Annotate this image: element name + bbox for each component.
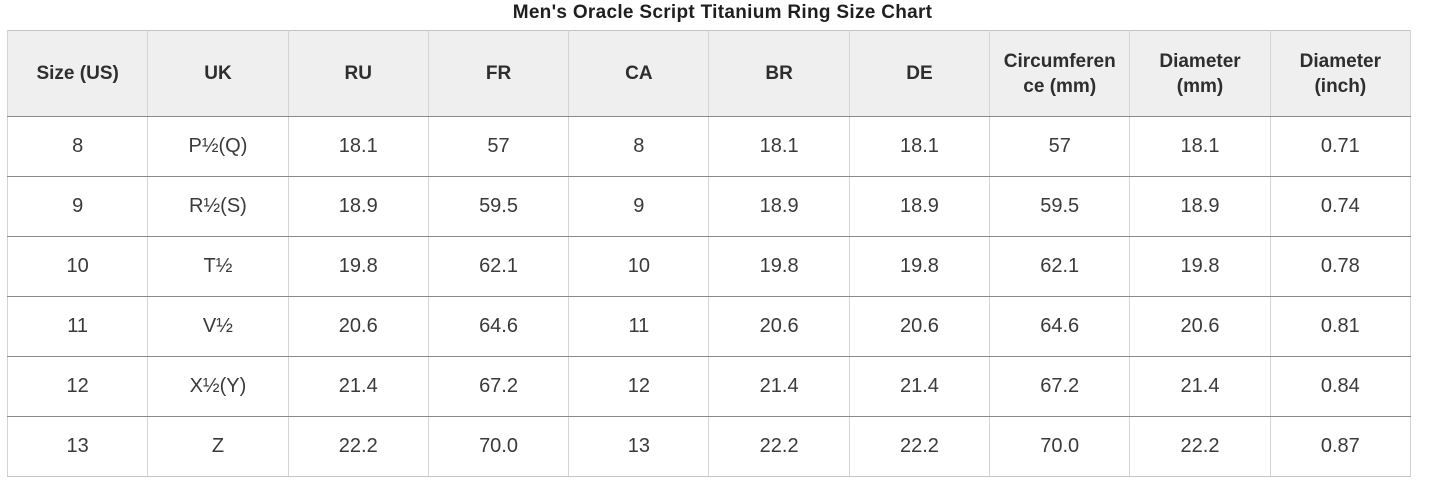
table-cell: 0.71 <box>1269 116 1412 177</box>
header-row: Size (US) UK RU FR CA BR DE Circumference (mm) D… <box>6 30 1412 117</box>
table-cell: 22.2 <box>287 416 429 477</box>
header-cell: DE <box>848 30 991 117</box>
table-cell: 9 <box>568 176 710 237</box>
table-cell: 9 <box>6 176 149 237</box>
header-cell: UK <box>147 30 289 117</box>
table-cell: 21.4 <box>287 356 429 417</box>
table-cell: P½(Q) <box>147 116 289 177</box>
table-cell: 18.1 <box>848 116 991 177</box>
table-cell: 10 <box>568 236 710 297</box>
table-cell: 18.9 <box>287 176 429 237</box>
table-cell: T½ <box>147 236 289 297</box>
table-cell: 67.2 <box>989 356 1131 417</box>
table-cell: 18.9 <box>1129 176 1271 237</box>
table-cell: 19.8 <box>708 236 850 297</box>
header-cell: FR <box>427 30 570 117</box>
table-cell: 64.6 <box>427 296 570 357</box>
table-cell: 22.2 <box>1129 416 1271 477</box>
table-cell: 11 <box>6 296 149 357</box>
table-cell: 11 <box>568 296 710 357</box>
table-cell: X½(Y) <box>147 356 289 417</box>
table-cell: 0.74 <box>1269 176 1412 237</box>
table-cell: 19.8 <box>848 236 991 297</box>
table-cell: Z <box>147 416 289 477</box>
table-cell: 0.87 <box>1269 416 1412 477</box>
table-cell: 21.4 <box>1129 356 1271 417</box>
table-cell: 22.2 <box>848 416 991 477</box>
table-cell: 18.1 <box>287 116 429 177</box>
table-row: 8 P½(Q) 18.1 57 8 18.1 18.1 57 18.1 0.71 <box>6 116 1412 177</box>
table-cell: 59.5 <box>989 176 1131 237</box>
header-cell: Diameter (inch) <box>1269 30 1412 117</box>
table-row: 11 V½ 20.6 64.6 11 20.6 20.6 64.6 20.6 0.81 <box>6 296 1412 357</box>
table-cell: 70.0 <box>427 416 570 477</box>
table-cell: 13 <box>6 416 149 477</box>
table-cell: 59.5 <box>427 176 570 237</box>
table-cell: V½ <box>147 296 289 357</box>
table-cell: 64.6 <box>989 296 1131 357</box>
table-row: 13 Z 22.2 70.0 13 22.2 22.2 70.0 22.2 0.87 <box>6 416 1412 477</box>
header-cell: Size (US) <box>6 30 149 117</box>
header-cell: CA <box>568 30 710 117</box>
table-cell: 21.4 <box>708 356 850 417</box>
table-cell: 18.9 <box>848 176 991 237</box>
size-chart-header: Size (US) UK RU FR CA BR DE Circumference (mm) D… <box>6 30 1412 117</box>
header-cell: Diameter (mm) <box>1129 30 1271 117</box>
table-cell: 70.0 <box>989 416 1131 477</box>
table-row: 9 R½(S) 18.9 59.5 9 18.9 18.9 59.5 18.9 0.74 <box>6 176 1412 237</box>
table-cell: 21.4 <box>848 356 991 417</box>
table-cell: 18.9 <box>708 176 850 237</box>
table-cell: 8 <box>568 116 710 177</box>
header-cell: RU <box>287 30 429 117</box>
table-cell: 62.1 <box>989 236 1131 297</box>
table-cell: 12 <box>568 356 710 417</box>
header-cell: BR <box>708 30 850 117</box>
size-chart-table: Size (US) UK RU FR CA BR DE Circumference (mm) D… <box>6 30 1412 477</box>
table-cell: 20.6 <box>1129 296 1271 357</box>
size-chart-body: 8 P½(Q) 18.1 57 8 18.1 18.1 57 18.1 0.71 9 R½(S) 18.… <box>6 116 1412 477</box>
table-cell: 13 <box>568 416 710 477</box>
table-cell: 62.1 <box>427 236 570 297</box>
table-cell: 20.6 <box>708 296 850 357</box>
table-cell: 57 <box>989 116 1131 177</box>
table-cell: 19.8 <box>1129 236 1271 297</box>
table-cell: 12 <box>6 356 149 417</box>
table-cell: 18.1 <box>708 116 850 177</box>
table-cell: 0.78 <box>1269 236 1412 297</box>
table-cell: 0.84 <box>1269 356 1412 417</box>
table-cell: 57 <box>427 116 570 177</box>
table-cell: 10 <box>6 236 149 297</box>
table-cell: R½(S) <box>147 176 289 237</box>
table-cell: 8 <box>6 116 149 177</box>
header-cell: Circumference (mm) <box>989 30 1131 117</box>
table-cell: 22.2 <box>708 416 850 477</box>
table-row: 10 T½ 19.8 62.1 10 19.8 19.8 62.1 19.8 0.78 <box>6 236 1412 297</box>
table-cell: 67.2 <box>427 356 570 417</box>
table-cell: 19.8 <box>287 236 429 297</box>
table-cell: 18.1 <box>1129 116 1271 177</box>
table-cell: 20.6 <box>848 296 991 357</box>
table-row: 12 X½(Y) 21.4 67.2 12 21.4 21.4 67.2 21.4 0.84 <box>6 356 1412 417</box>
page-title: Men's Oracle Script Titanium Ring Size C… <box>512 2 933 23</box>
table-cell: 0.81 <box>1269 296 1412 357</box>
table-cell: 20.6 <box>287 296 429 357</box>
